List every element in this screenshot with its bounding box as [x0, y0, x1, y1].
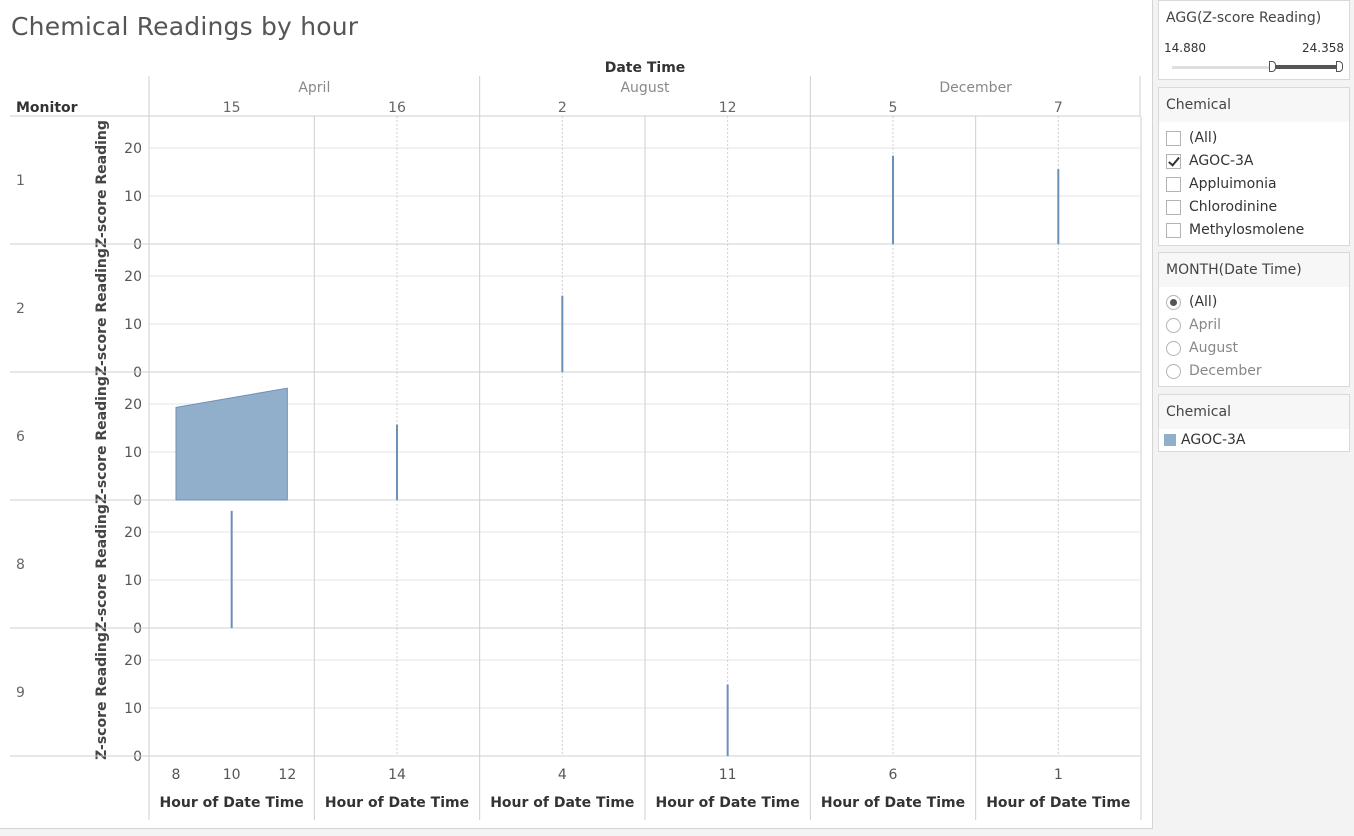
x-axis-title: Hour of Date Time	[656, 795, 800, 811]
range-filter-title: AGG(Z-score Reading)	[1166, 10, 1322, 26]
y-axis-title: Z-score Reading	[94, 504, 110, 632]
x-tick-label: 4	[558, 767, 567, 783]
chemical-option-label: Methylosmolene	[1189, 222, 1305, 238]
y-tick-label: 0	[133, 237, 142, 253]
x-tick-label: 11	[719, 767, 737, 783]
y-tick-label: 20	[124, 141, 142, 157]
x-tick-label: 6	[889, 767, 898, 783]
y-tick-label: 0	[133, 749, 142, 765]
range-slider-track[interactable]	[1172, 66, 1341, 69]
row-label: 6	[16, 429, 25, 445]
month-option-label: (All)	[1189, 294, 1218, 310]
radio-button[interactable]	[1166, 295, 1181, 310]
month-option-label: August	[1189, 340, 1238, 356]
day-header: 16	[388, 100, 406, 116]
y-tick-label: 10	[124, 445, 142, 461]
y-tick-label: 10	[124, 573, 142, 589]
x-tick-label: 14	[388, 767, 406, 783]
range-slider-min-handle[interactable]	[1269, 61, 1276, 72]
range-slider-max-handle[interactable]	[1336, 61, 1343, 72]
y-tick-label: 10	[124, 189, 142, 205]
legend-item-label: AGOC-3A	[1181, 432, 1246, 448]
month-header: December	[939, 80, 1012, 96]
y-tick-label: 20	[124, 653, 142, 669]
day-header: 5	[889, 100, 898, 116]
x-tick-label: 12	[278, 767, 296, 783]
day-header: 2	[558, 100, 567, 116]
row-header: Monitor	[16, 100, 78, 116]
radio-button[interactable]	[1166, 318, 1181, 333]
page-title: Chemical Readings by hour	[11, 12, 359, 41]
checkbox[interactable]	[1166, 131, 1181, 146]
chemical-filter-title: Chemical	[1166, 97, 1231, 113]
x-tick-label: 1	[1054, 767, 1063, 783]
day-header: 7	[1054, 100, 1063, 116]
y-axis-title: Z-score Reading	[94, 632, 110, 760]
column-header: Date Time	[605, 60, 686, 76]
month-filter: MONTH(Date Time) (All) April August Decembe…	[1158, 252, 1350, 387]
chemical-option-label: (All)	[1189, 130, 1218, 146]
range-slider-selection	[1273, 65, 1341, 69]
y-tick-label: 20	[124, 397, 142, 413]
y-tick-label: 20	[124, 525, 142, 541]
month-option-label: April	[1189, 317, 1221, 333]
month-header: April	[298, 80, 330, 96]
y-tick-label: 20	[124, 269, 142, 285]
area-mark	[175, 387, 288, 501]
x-tick-label: 8	[172, 767, 181, 783]
y-tick-label: 10	[124, 701, 142, 717]
day-header: 12	[719, 100, 737, 116]
x-tick-label: 10	[223, 767, 241, 783]
month-header: August	[620, 80, 670, 96]
chemical-option-label: Appluimonia	[1189, 176, 1277, 192]
y-axis-title: Z-score Reading	[94, 120, 110, 248]
chemical-filter: Chemical (All) AGOC-3A Appluimonia Chlorodi…	[1158, 87, 1350, 246]
y-tick-label: 10	[124, 317, 142, 333]
row-label: 9	[16, 685, 25, 701]
y-axis-title: Z-score Reading	[94, 248, 110, 376]
row-label: 8	[16, 557, 25, 573]
radio-button[interactable]	[1166, 341, 1181, 356]
day-header: 15	[223, 100, 241, 116]
range-max-value: 24.358	[1302, 41, 1344, 55]
x-axis-title: Hour of Date Time	[160, 795, 304, 811]
legend-title: Chemical	[1166, 404, 1231, 420]
color-legend: Chemical AGOC-3A	[1158, 394, 1350, 452]
y-tick-label: 0	[133, 621, 142, 637]
chemical-option-label: Chlorodinine	[1189, 199, 1278, 215]
x-axis-title: Hour of Date Time	[325, 795, 469, 811]
checkbox[interactable]	[1166, 200, 1181, 215]
x-axis-title: Hour of Date Time	[821, 795, 965, 811]
checkbox[interactable]	[1166, 177, 1181, 192]
month-option-label: December	[1189, 363, 1262, 379]
radio-button[interactable]	[1166, 364, 1181, 379]
checkbox[interactable]	[1166, 154, 1181, 169]
zscore-range-filter: AGG(Z-score Reading) 14.880 24.358	[1158, 0, 1350, 80]
range-min-value: 14.880	[1164, 41, 1206, 55]
y-tick-label: 0	[133, 493, 142, 509]
checkbox[interactable]	[1166, 223, 1181, 238]
month-filter-title: MONTH(Date Time)	[1166, 262, 1302, 278]
x-axis-title: Hour of Date Time	[490, 795, 634, 811]
y-tick-label: 0	[133, 365, 142, 381]
y-axis-title: Z-score Reading	[94, 376, 110, 504]
row-label: 2	[16, 301, 25, 317]
chemical-option-label: AGOC-3A	[1189, 153, 1254, 169]
row-label: 1	[16, 173, 25, 189]
dashboard-canvas: Chemical Readings by hour Date Time Monit…	[0, 0, 1153, 829]
legend-swatch	[1164, 434, 1176, 446]
x-axis-title: Hour of Date Time	[986, 795, 1130, 811]
